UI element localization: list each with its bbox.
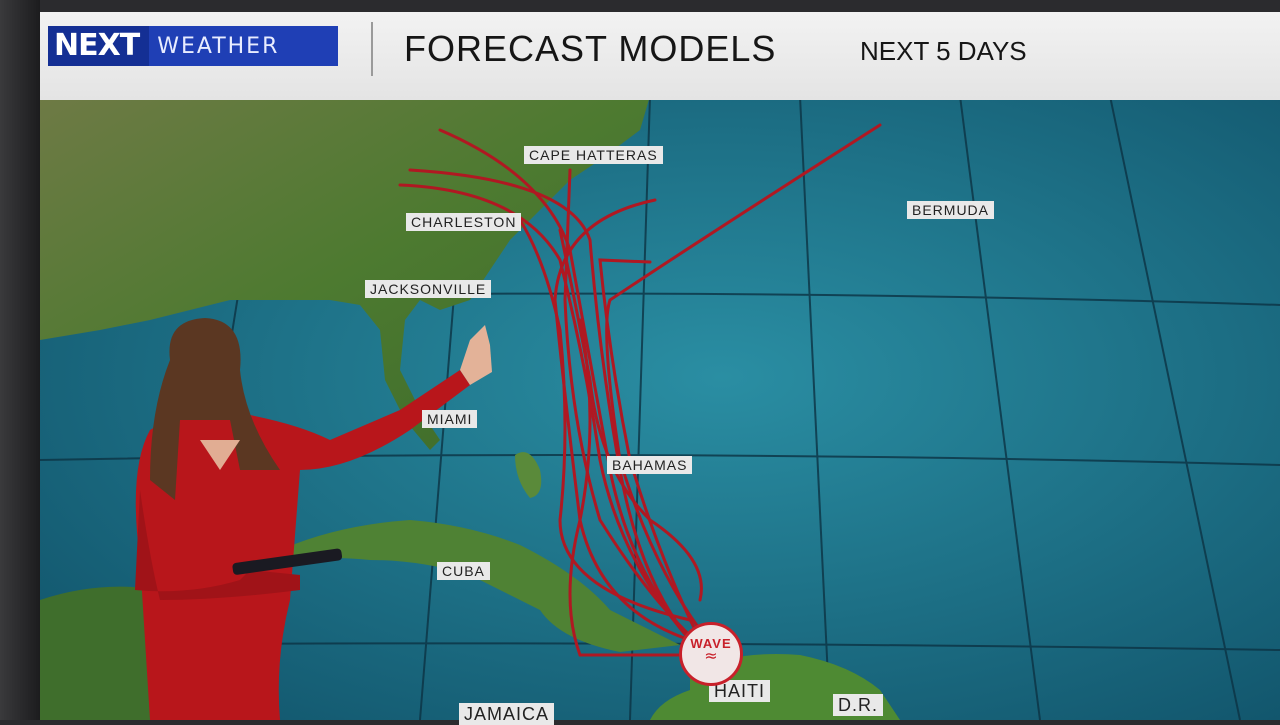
header-divider	[371, 22, 373, 76]
presenter	[135, 318, 492, 720]
model-track	[563, 168, 702, 647]
label-cape-hatteras: CAPE HATTERAS	[524, 146, 663, 164]
model-track	[558, 228, 703, 602]
wave-marker: WAVE ≈	[679, 622, 743, 686]
label-miami: MIAMI	[422, 410, 478, 428]
wave-icon: ≈	[704, 646, 718, 665]
land-mexico	[40, 586, 160, 720]
land-cuba	[285, 520, 680, 652]
land-bahamas	[515, 452, 542, 498]
studio-wall	[0, 0, 40, 720]
logo-next: NEXT	[48, 26, 150, 66]
model-track	[438, 128, 692, 642]
label-bahamas: BAHAMAS	[607, 456, 693, 474]
label-bermuda: BERMUDA	[907, 201, 995, 219]
model-track	[518, 218, 692, 622]
next-weather-logo: NEXT WEATHER	[48, 26, 338, 66]
label-haiti: HAITI	[709, 680, 771, 702]
label-dr: D.R.	[833, 694, 883, 716]
forecast-model-tracks	[398, 123, 882, 657]
land-us	[40, 96, 650, 450]
model-track	[408, 168, 692, 642]
page-subtitle: NEXT 5 DAYS	[860, 36, 1027, 66]
label-jamaica: JAMAICA	[459, 703, 555, 725]
label-cuba: CUBA	[437, 562, 490, 580]
model-track	[398, 183, 692, 642]
logo-weather: WEATHER	[157, 33, 280, 59]
label-charleston: CHARLESTON	[406, 213, 522, 231]
model-track	[605, 123, 882, 632]
wave-label: WAVE	[690, 636, 732, 651]
label-jacksonville: JACKSONVILLE	[365, 280, 492, 298]
page-title: FORECAST MODELS	[404, 28, 777, 69]
